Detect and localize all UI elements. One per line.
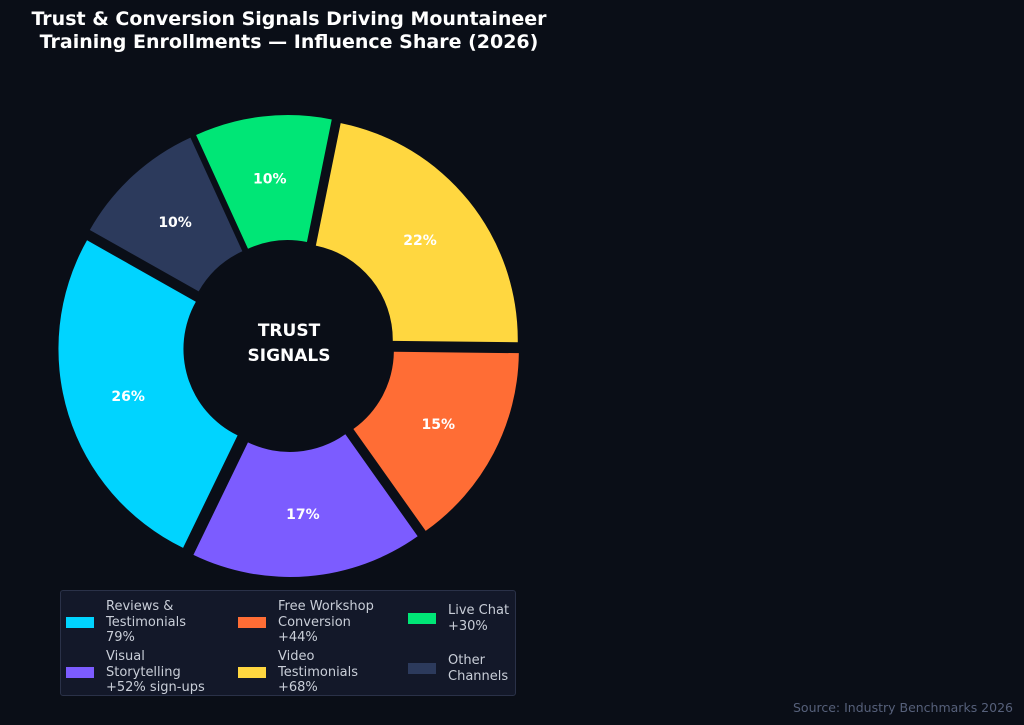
- legend-item: Free Workshop Conversion +44%: [238, 599, 374, 646]
- legend-swatch: [238, 616, 266, 628]
- chart-title: Trust & Conversion Signals Driving Mount…: [31, 8, 547, 53]
- legend-swatch: [408, 613, 436, 624]
- legend-item: Video Testimonials +68%: [238, 649, 358, 696]
- legend-item: Visual Storytelling +52% sign-ups: [66, 649, 205, 696]
- slice-percent-labels: 22% 15% 17% 26% 10% 10%: [111, 172, 455, 523]
- donut-slice: [353, 351, 519, 531]
- source-note: Source: Industry Benchmarks 2026: [792, 700, 1013, 715]
- donut-slice: [89, 137, 243, 292]
- donut-slice: [315, 123, 518, 343]
- center-label-line-2: SIGNALS: [248, 346, 331, 366]
- slice-percent-label: 17%: [286, 507, 320, 523]
- legend-swatch: [238, 666, 266, 678]
- legend-label: Visual Storytelling +52% sign-ups: [106, 649, 205, 695]
- legend-swatch: [66, 616, 94, 628]
- slice-percent-label: 10%: [253, 172, 287, 188]
- slice-percent-label: 26%: [111, 389, 145, 405]
- slice-percent-label: 15%: [421, 417, 455, 433]
- donut-slice: [193, 434, 418, 577]
- legend-swatch: [66, 666, 94, 678]
- donut-chart: 22% 15% 17% 26% 10% 10% TRUST SIGNALS: [58, 115, 519, 577]
- legend-label: Other Channels: [448, 653, 509, 684]
- legend-swatch: [408, 663, 436, 674]
- legend-label: Reviews & Testimonials 79%: [106, 599, 187, 645]
- donut-slice: [58, 240, 238, 548]
- legend-item: Reviews & Testimonials 79%: [66, 599, 186, 646]
- legend-item: Other Channels: [408, 653, 508, 684]
- legend-item: Live Chat +30%: [408, 603, 509, 634]
- slice-percent-label: 22%: [403, 233, 437, 249]
- legend-label: Video Testimonials +68%: [278, 649, 359, 695]
- donut-slices: [58, 115, 519, 577]
- slice-percent-label: 10%: [158, 215, 192, 231]
- legend-label: Free Workshop Conversion +44%: [278, 599, 374, 645]
- chart-legend: Reviews & Testimonials 79% Visual Storyte…: [60, 590, 516, 696]
- donut-slice: [196, 115, 332, 249]
- legend-label: Live Chat +30%: [448, 603, 510, 634]
- center-label-line-1: TRUST: [258, 321, 321, 341]
